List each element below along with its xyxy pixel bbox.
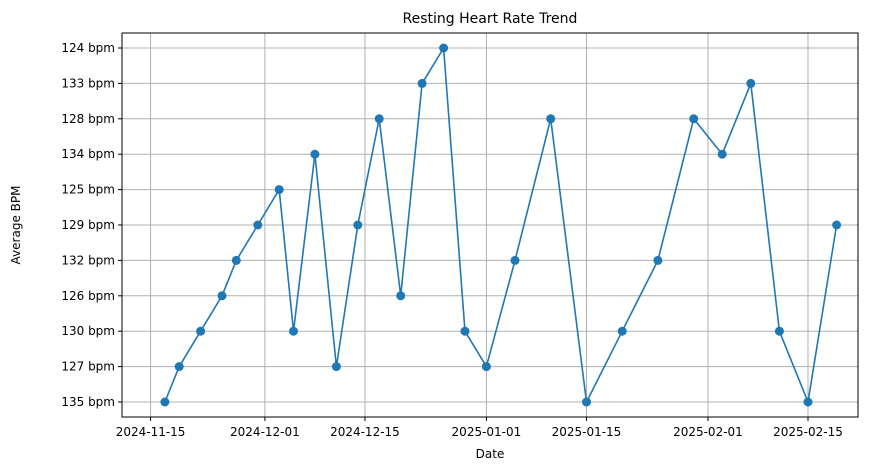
data-point: [331, 362, 341, 372]
chart-title: Resting Heart Rate Trend: [403, 11, 578, 27]
data-point: [510, 255, 520, 265]
data-point: [546, 114, 556, 124]
data-point: [460, 326, 470, 336]
y-tick-label: 128 bpm: [61, 112, 115, 126]
data-point: [196, 326, 206, 336]
data-point: [289, 326, 298, 336]
data-point: [653, 255, 663, 265]
data-point: [689, 114, 699, 124]
y-tick-label: 133 bpm: [61, 76, 115, 90]
data-point: [353, 220, 363, 230]
x-tick-label: 2025-01-15: [552, 425, 622, 439]
y-tick-label: 130 bpm: [61, 324, 115, 338]
data-point: [174, 362, 184, 372]
data-point: [746, 78, 756, 88]
y-tick-label: 124 bpm: [61, 41, 115, 55]
data-point: [832, 220, 842, 230]
data-point: [253, 220, 263, 230]
data-point: [231, 255, 241, 265]
y-tick-label: 134 bpm: [61, 147, 115, 161]
x-tick-label: 2025-02-15: [773, 425, 843, 439]
data-point: [274, 185, 284, 195]
data-point: [310, 149, 320, 159]
data-point: [803, 397, 813, 407]
data-point: [396, 291, 406, 301]
axis-ticks: 2024-11-15 2024-12-01 2024-12-15 2025-01-01…: [61, 41, 843, 439]
data-point: [439, 43, 449, 53]
x-tick-label: 2024-12-15: [330, 425, 400, 439]
x-tick-label: 2025-02-01: [673, 425, 743, 439]
y-tick-label: 126 bpm: [61, 289, 115, 303]
data-point: [717, 149, 727, 159]
data-point: [481, 362, 491, 372]
data-point: [160, 397, 170, 407]
series-line: [160, 43, 842, 407]
y-tick-label: 135 bpm: [61, 395, 115, 409]
bpm-series-line: [164, 47, 838, 403]
y-tick-label: 125 bpm: [61, 183, 115, 197]
grid: [122, 33, 858, 417]
data-point: [582, 397, 591, 407]
y-tick-label: 127 bpm: [61, 360, 115, 374]
data-point: [217, 291, 227, 301]
y-tick-label: 129 bpm: [61, 218, 115, 232]
data-point: [374, 114, 384, 124]
x-tick-label: 2025-01-01: [452, 425, 522, 439]
x-tick-label: 2024-12-01: [230, 425, 300, 439]
data-point: [617, 326, 627, 336]
data-point: [417, 78, 427, 88]
x-axis-label: Date: [476, 447, 505, 461]
y-axis-label: Average BPM: [9, 186, 23, 265]
data-point: [774, 326, 784, 336]
y-tick-label: 132 bpm: [61, 253, 115, 267]
x-tick-label: 2024-11-15: [116, 425, 186, 439]
